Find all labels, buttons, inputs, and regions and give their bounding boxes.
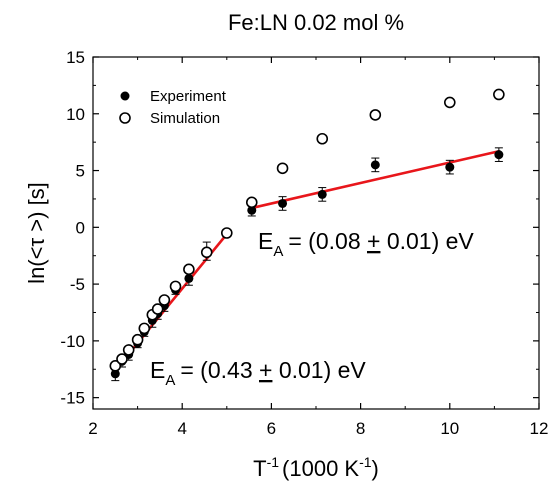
simulation-point (131, 333, 144, 346)
activation-energy-label-high: EA = (0.08 + 0.01) eV (258, 228, 474, 260)
x-axis-title: T-1 (1000 K-1) (253, 454, 379, 481)
simulation-point (183, 263, 195, 276)
chart-title: Fe:LN 0.02 mol % (228, 10, 404, 35)
simulation-point (493, 88, 505, 101)
experiment-point (110, 369, 120, 379)
experiment-point (445, 162, 455, 172)
legend-marker-experiment (120, 91, 130, 101)
x-tick-label: 2 (88, 419, 97, 438)
axis-ticks: 2 4 6 8 10 12 -15 -10 -5 0 5 10 15 (60, 48, 548, 438)
simulation-point (245, 196, 258, 209)
activation-energy-label-low: EA = (0.43 + 0.01) eV (150, 357, 366, 389)
y-tick-label: 15 (66, 48, 85, 67)
simulation-point (276, 162, 289, 175)
y-tick-label: -15 (60, 389, 85, 408)
simulation-point (316, 132, 329, 145)
experiment-point (370, 160, 380, 170)
legend-label-simulation: Simulation (150, 110, 220, 127)
legend-label-experiment: Experiment (150, 88, 227, 105)
fit-lines (114, 149, 501, 372)
y-tick-label: 0 (76, 218, 85, 237)
x-tick-label: 8 (356, 419, 365, 438)
simulation-point (138, 322, 151, 335)
x-tick-label: 6 (267, 419, 276, 438)
data-markers (109, 88, 505, 382)
simulation-point (200, 246, 213, 259)
simulation-point (169, 280, 182, 293)
legend-marker-simulation (119, 112, 131, 124)
simulation-point (158, 294, 171, 306)
y-tick-label: -10 (60, 332, 85, 351)
simulation-point (221, 227, 233, 239)
experiment-point (247, 205, 257, 215)
simulation-point (369, 109, 382, 121)
y-tick-label: 5 (76, 162, 85, 181)
simulation-point (151, 303, 164, 315)
experiment-point (184, 273, 194, 283)
x-tick-label: 10 (440, 419, 459, 438)
fit-line-2 (250, 149, 501, 210)
simulation-point (109, 360, 122, 372)
simulation-point (122, 344, 135, 356)
experiment-point (317, 189, 327, 199)
experiment-point (278, 198, 288, 208)
y-tick-label: 10 (66, 105, 85, 124)
x-tick-label: 12 (530, 419, 549, 438)
simulation-point (443, 96, 456, 109)
legend: Experiment Simulation (119, 88, 227, 127)
x-tick-label: 4 (177, 419, 186, 438)
simulation-point (116, 353, 128, 365)
y-axis-title: ln(<τ >) [s] (24, 182, 49, 284)
y-tick-label: -5 (70, 275, 85, 294)
experiment-point (494, 150, 504, 160)
